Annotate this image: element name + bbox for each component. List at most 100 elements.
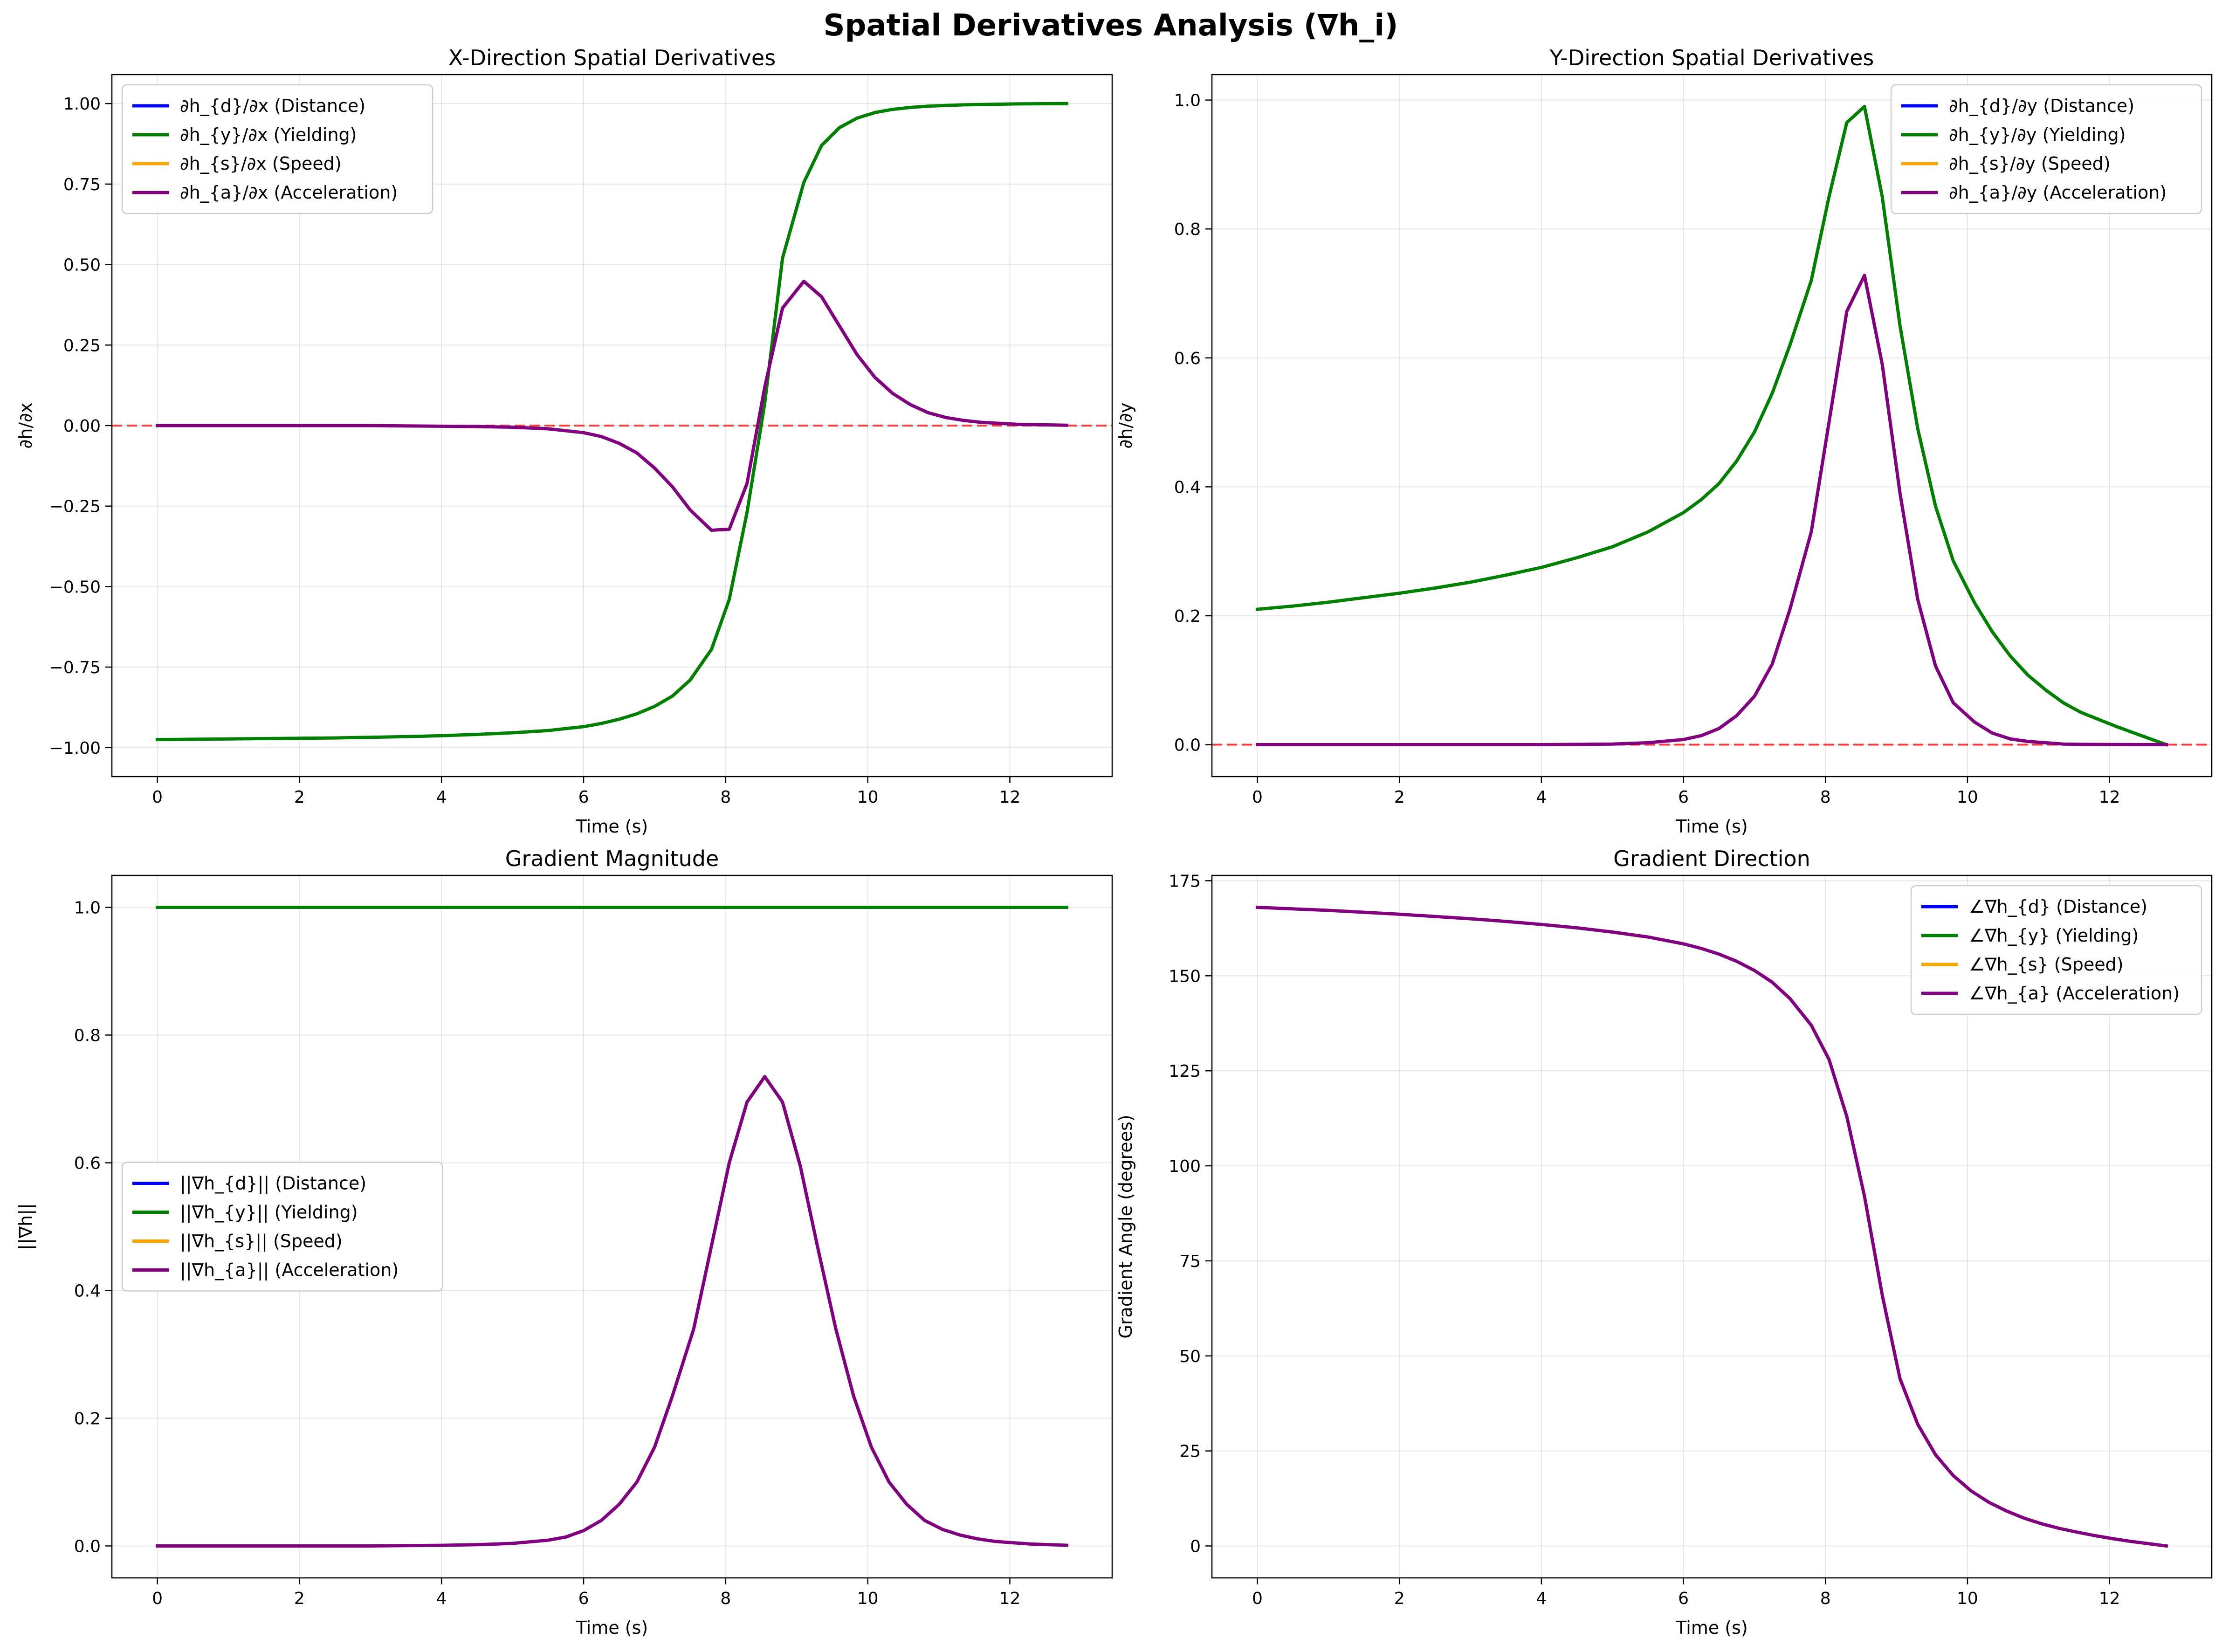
panel-title: Gradient Direction [1613, 846, 1810, 871]
y-tick-label: 0.25 [63, 336, 101, 355]
x-axis-label: Time (s) [1675, 816, 1748, 837]
legend-label-2: ||∇h_{s}|| (Speed) [180, 1231, 343, 1252]
x-tick-label: 8 [720, 788, 731, 807]
series-line-3 [156, 1075, 1069, 1548]
series-line-3 [1256, 274, 2168, 747]
panel-title: X-Direction Spatial Derivatives [448, 45, 776, 70]
panel-x-derivatives: 0 2 4 6 8 10 12 −1.00 −0.75 −0.50 −0.25 0.00 0.25 0.5… [15, 45, 1113, 837]
y-tick-label: 0.2 [1174, 607, 1201, 626]
x-tick-label: 10 [857, 1589, 879, 1608]
x-tick-label: 12 [999, 788, 1021, 807]
x-tick-label: 6 [578, 788, 589, 807]
x-tick-label: 0 [1252, 788, 1263, 807]
axes-frame [1211, 74, 2213, 778]
series-line-1 [155, 102, 1069, 742]
legend: ||∇h_{d}|| (Distance) ||∇h_{y}|| (Yieldin… [121, 1162, 443, 1292]
x-tick-label: 4 [1536, 1589, 1547, 1608]
x-tick-label: 0 [152, 1589, 163, 1608]
y-tick-label: 0 [1190, 1537, 1201, 1556]
y-tick-label: −0.25 [49, 497, 101, 516]
y-tick-label: 1.0 [74, 899, 101, 918]
y-tick-label: 0.4 [1174, 478, 1201, 497]
x-tick-label: 2 [294, 788, 305, 807]
x-tick-label: 10 [857, 788, 879, 807]
x-tick-label: 8 [1820, 788, 1831, 807]
y-axis-label: Gradient Angle (degrees) [1115, 1115, 1136, 1338]
x-tick-label: 4 [1536, 788, 1547, 807]
legend: ∂h_{d}/∂y (Distance) ∂h_{y}/∂y (Yielding)… [1890, 84, 2202, 214]
x-tick-label: 8 [720, 1589, 731, 1608]
x-tick-label: 2 [294, 1589, 305, 1608]
y-tick-label: 25 [1179, 1442, 1201, 1461]
series-line-3 [156, 280, 1069, 532]
legend-label-1: ∂h_{y}/∂y (Yielding) [1949, 124, 2126, 145]
y-axis-label: ∂h/∂y [1115, 403, 1136, 449]
figure-title: Spatial Derivatives Analysis (∇h_i) [824, 8, 1398, 43]
legend-label-0: ∂h_{d}/∂y (Distance) [1949, 96, 2134, 116]
legend-label-3: ∂h_{a}/∂x (Acceleration) [180, 182, 398, 203]
x-tick-label: 12 [999, 1589, 1021, 1608]
legend-label-2: ∂h_{s}/∂x (Speed) [180, 153, 342, 174]
legend: ∂h_{d}/∂x (Distance) ∂h_{y}/∂x (Yielding)… [121, 84, 433, 214]
x-tick-label: 10 [1957, 788, 1978, 807]
x-axis-label: Time (s) [576, 1618, 648, 1638]
y-tick-label: 150 [1169, 967, 1201, 986]
y-tick-label: 0.75 [63, 175, 101, 194]
y-tick-label: 0.4 [74, 1282, 101, 1301]
y-tick-label: 0.00 [63, 417, 101, 436]
x-tick-label: 0 [152, 788, 163, 807]
y-tick-label: 0.8 [74, 1026, 101, 1046]
x-tick-label: 12 [2099, 788, 2120, 807]
panel-title: Gradient Magnitude [505, 846, 719, 871]
y-tick-label: 0.8 [1174, 220, 1201, 239]
legend: ∠∇h_{d} (Distance) ∠∇h_{y} (Yielding) ∠∇h_… [1910, 885, 2202, 1015]
x-tick-label: 6 [578, 1589, 589, 1608]
y-tick-label: 0.0 [1174, 736, 1201, 755]
x-tick-label: 8 [1820, 1589, 1831, 1608]
y-tick-label: −0.50 [49, 578, 101, 597]
x-tick-label: 0 [1252, 1589, 1263, 1608]
axes-frame [1211, 874, 2213, 1579]
y-tick-label: 1.00 [63, 95, 101, 114]
series-line-1 [1255, 105, 2168, 747]
y-tick-label: −1.00 [49, 739, 101, 758]
axes-frame [111, 874, 1113, 1579]
y-tick-label: 175 [1169, 872, 1201, 891]
y-tick-label: 0.6 [1174, 349, 1201, 368]
y-tick-label: 1.0 [1174, 91, 1201, 110]
legend-label-2: ∂h_{s}/∂y (Speed) [1949, 153, 2111, 174]
x-tick-label: 4 [436, 1589, 447, 1608]
legend-label-1: ∂h_{y}/∂x (Yielding) [180, 124, 357, 145]
x-tick-label: 6 [1678, 788, 1689, 807]
panel-gradient-direction: 0 2 4 6 8 10 12 0 25 50 75 100 125 150 175 Gradient Dir… [1115, 846, 2213, 1638]
legend-label-2: ∠∇h_{s} (Speed) [1969, 954, 2124, 975]
x-axis-label: Time (s) [1675, 1618, 1748, 1638]
y-tick-label: 0.0 [74, 1537, 101, 1556]
x-tick-label: 4 [436, 788, 447, 807]
y-tick-label: 125 [1169, 1062, 1201, 1081]
x-tick-label: 6 [1678, 1589, 1689, 1608]
legend-box [121, 1162, 443, 1292]
legend-label-3: ||∇h_{a}|| (Acceleration) [180, 1260, 399, 1281]
y-tick-label: 100 [1169, 1157, 1201, 1176]
legend-label-0: ∂h_{d}/∂x (Distance) [180, 96, 365, 116]
y-tick-label: 0.50 [63, 256, 101, 275]
y-tick-label: 0.2 [74, 1410, 101, 1429]
x-axis-label: Time (s) [576, 816, 648, 837]
axes-frame [111, 74, 1113, 778]
legend-label-0: ∠∇h_{d} (Distance) [1969, 896, 2147, 917]
series-line-3 [1255, 905, 2168, 1548]
y-axis-label: ∂h/∂x [15, 403, 36, 449]
y-axis-label: ||∇h|| [15, 1203, 36, 1250]
x-tick-label: 2 [1394, 1589, 1405, 1608]
legend-label-0: ||∇h_{d}|| (Distance) [180, 1173, 366, 1194]
x-tick-label: 10 [1957, 1589, 1978, 1608]
legend-box [1910, 885, 2202, 1015]
legend-label-3: ∂h_{a}/∂y (Acceleration) [1949, 182, 2167, 203]
y-tick-label: 75 [1179, 1252, 1201, 1271]
x-tick-label: 2 [1394, 788, 1405, 807]
y-tick-label: 0.6 [74, 1154, 101, 1173]
legend-label-3: ∠∇h_{a} (Acceleration) [1969, 983, 2180, 1004]
